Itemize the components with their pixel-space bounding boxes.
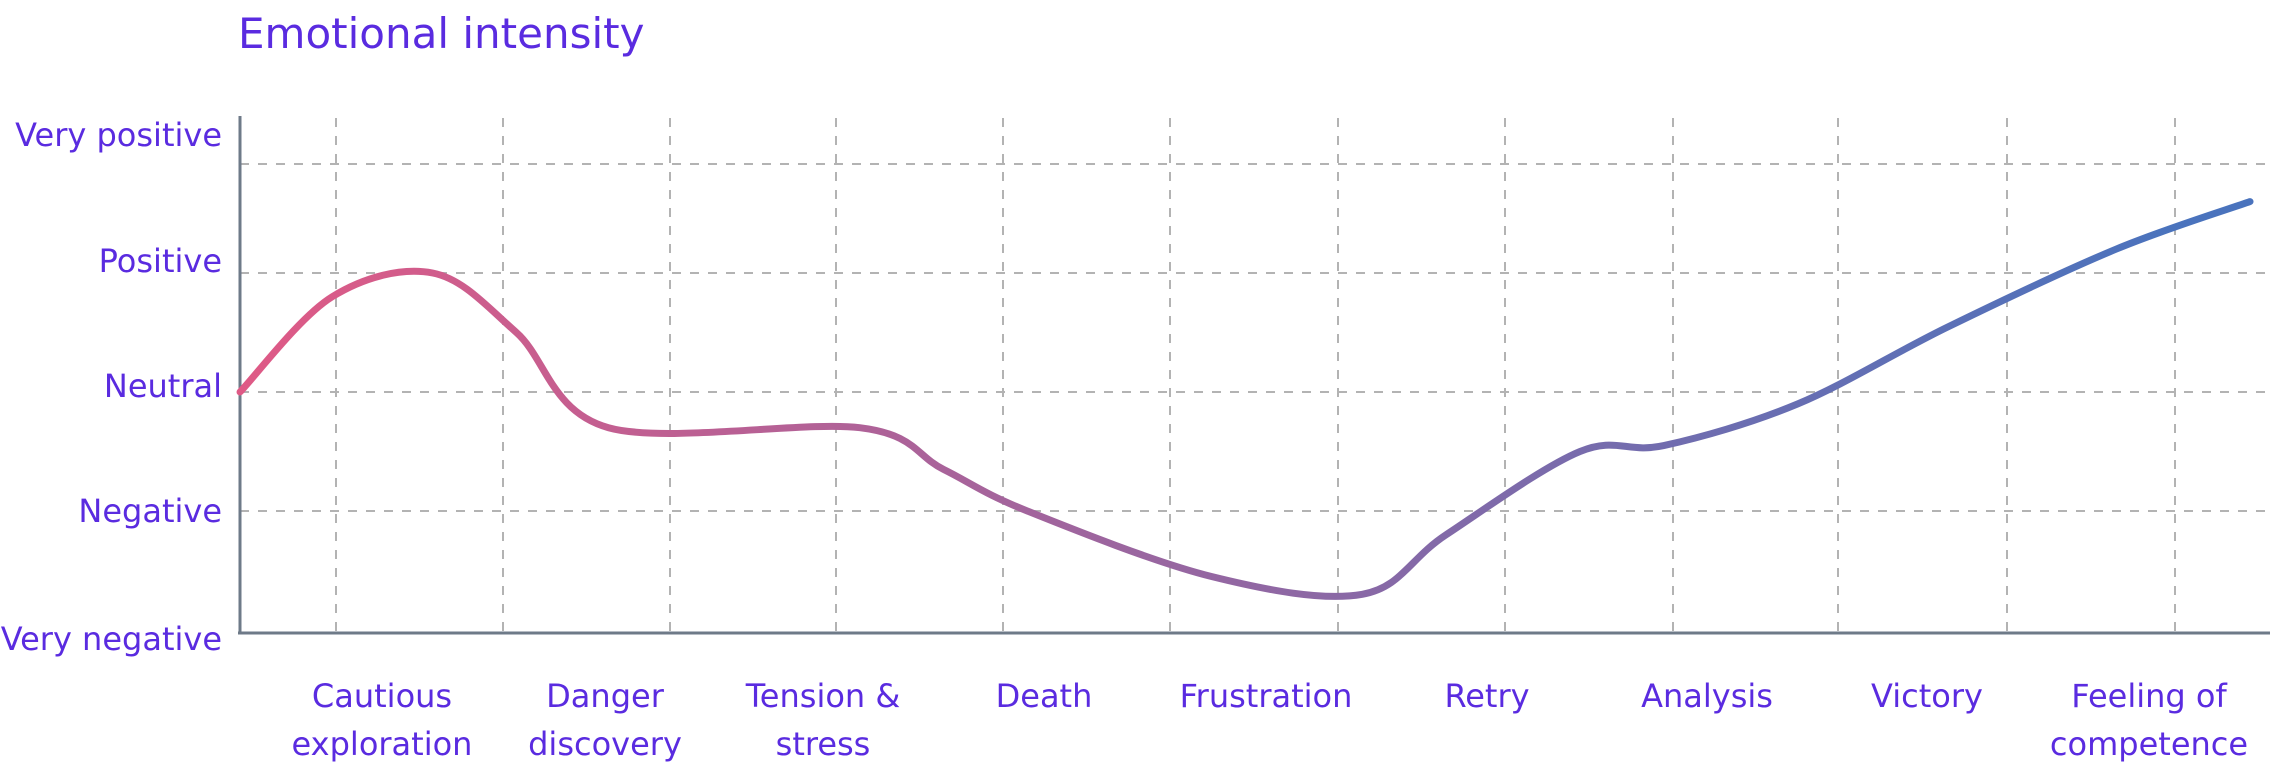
x-tick-label-8: Feeling of competence	[2050, 677, 2248, 763]
y-tick-label-4: Very positive	[15, 116, 222, 154]
y-tick-label-1: Negative	[78, 492, 222, 530]
x-tick-label-0: Cautious exploration	[292, 677, 473, 763]
emotion-curve-line	[236, 198, 2254, 600]
x-tick-label-2: Tension & stress	[745, 677, 901, 763]
axes	[238, 116, 2270, 635]
x-tick-label-3: Death	[996, 677, 1093, 715]
x-tick-label-6: Analysis	[1641, 677, 1773, 715]
x-tick-label-1: Danger discovery	[528, 677, 682, 763]
x-tick-label-5: Retry	[1444, 677, 1529, 715]
chart-title: Emotional intensity	[238, 9, 644, 58]
series-layer	[236, 198, 2254, 600]
x-tick-label-7: Victory	[1871, 677, 1983, 715]
x-tick-label-4: Frustration	[1180, 677, 1353, 715]
grid-lines	[240, 118, 2268, 632]
y-tick-label-0: Very negative	[1, 620, 222, 658]
y-tick-label-3: Positive	[99, 242, 222, 280]
y-tick-label-2: Neutral	[104, 367, 222, 405]
x-axis-ticks: Cautious exploration Danger discovery Tensio…	[292, 677, 2249, 763]
y-axis-ticks: Very negative Negative Neutral Positive Very…	[1, 116, 222, 658]
